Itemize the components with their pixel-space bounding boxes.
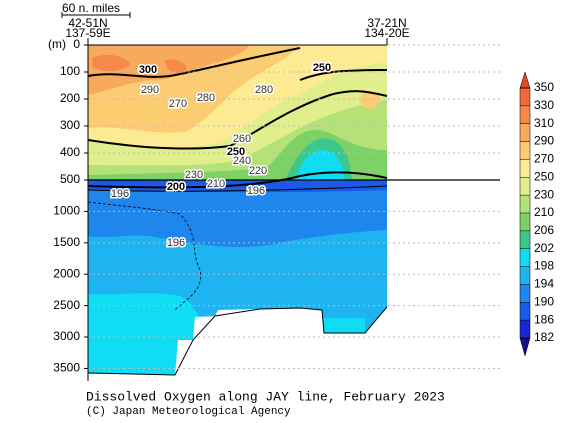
contour-line: [87, 90, 388, 150]
colorbar-label: 270: [534, 152, 554, 166]
y-tick-label: 2500: [53, 298, 80, 312]
contour-fill: [360, 91, 380, 109]
y-tick-label: 200: [60, 91, 80, 105]
contour-label: 196: [247, 185, 265, 197]
colorbar-label: 350: [534, 80, 554, 94]
y-tick-label: 3500: [53, 361, 80, 375]
contour-label: 230: [185, 169, 203, 181]
contour-label: 290: [141, 84, 159, 96]
colorbar-band: [520, 177, 530, 196]
colorbar-band: [520, 230, 530, 249]
colorbar-label: 202: [534, 241, 554, 255]
y-tick-label: 100: [60, 64, 80, 78]
y-tick-label: 500: [60, 172, 80, 186]
contour-label: 260: [233, 133, 251, 145]
contour-fill: [323, 318, 365, 333]
contour-label: 250: [313, 62, 331, 74]
chart-title: Dissolved Oxygen along JAY line, Februar…: [86, 389, 445, 404]
seafloor: [88, 307, 387, 385]
contour-label: 280: [197, 92, 215, 104]
contour-label: 280: [255, 84, 273, 96]
contour-label: 250: [227, 146, 245, 158]
contour-label: 210: [207, 178, 225, 190]
y-tick-label: 1000: [53, 204, 80, 218]
colorbar-band: [520, 195, 530, 213]
seafloor-right: [387, 44, 570, 384]
contour-label: 270: [169, 98, 187, 110]
right-station-lon: 134-20E: [364, 26, 409, 40]
y-tick-label: 300: [60, 118, 80, 132]
scale-label: 60 n. miles: [62, 1, 120, 15]
contour-label: 196: [111, 188, 129, 200]
contour-fill: [88, 45, 250, 95]
colorbar-label: 186: [534, 312, 554, 326]
colorbar-band: [520, 213, 530, 231]
contour-label: 240: [233, 155, 251, 167]
colorbar-label: 210: [534, 205, 554, 219]
colorbar-band: [520, 159, 530, 178]
y-tick-label: 1500: [53, 235, 80, 249]
copyright: (C) Japan Meteorological Agency: [86, 406, 291, 418]
right-station-lat: 37-21N: [367, 16, 406, 30]
contour-fill: [88, 180, 387, 248]
colorbar-band: [520, 123, 530, 142]
y-tick-label: 3000: [53, 329, 80, 343]
colorbar-label: 194: [534, 277, 554, 291]
y-tick-label: 0: [73, 37, 80, 51]
colorbar-band: [520, 320, 530, 338]
colorbar-label: 310: [534, 116, 554, 130]
left-station-lat: 42-51N: [68, 16, 107, 30]
colorbar-label: 290: [534, 134, 554, 148]
left-station-lon: 137-59E: [65, 26, 110, 40]
contour-fill: [92, 54, 187, 74]
scale-bar: [61, 12, 131, 18]
contour-label: 200: [167, 181, 185, 193]
contour-label: 300: [139, 64, 157, 76]
colorbar-band: [520, 284, 530, 303]
y-axis-label: (m): [48, 37, 66, 51]
colorbar-band: [520, 248, 530, 267]
colorbar-label: 206: [534, 223, 554, 237]
colorbar-band: [520, 105, 530, 124]
y-tick-label: 2000: [53, 266, 80, 280]
colorbar-label: 330: [534, 98, 554, 112]
contour-line: [87, 47, 301, 78]
seafloor-line: [87, 306, 388, 376]
colorbar-label: 230: [534, 187, 554, 201]
colorbar-band: [520, 141, 530, 160]
contour-label: 196: [167, 237, 185, 249]
contour-line: [87, 201, 202, 311]
colorbar-label: 198: [534, 259, 554, 273]
colorbar-label: 190: [534, 294, 554, 308]
contour-label: 220: [249, 165, 267, 177]
colorbar-band: [520, 266, 530, 285]
colorbar-band: [520, 302, 530, 321]
colorbar-label: 182: [534, 330, 554, 344]
colorbar-label: 250: [534, 169, 554, 183]
colorbar-band: [520, 88, 530, 106]
y-tick-label: 400: [60, 145, 80, 159]
contour-line: [87, 185, 388, 192]
